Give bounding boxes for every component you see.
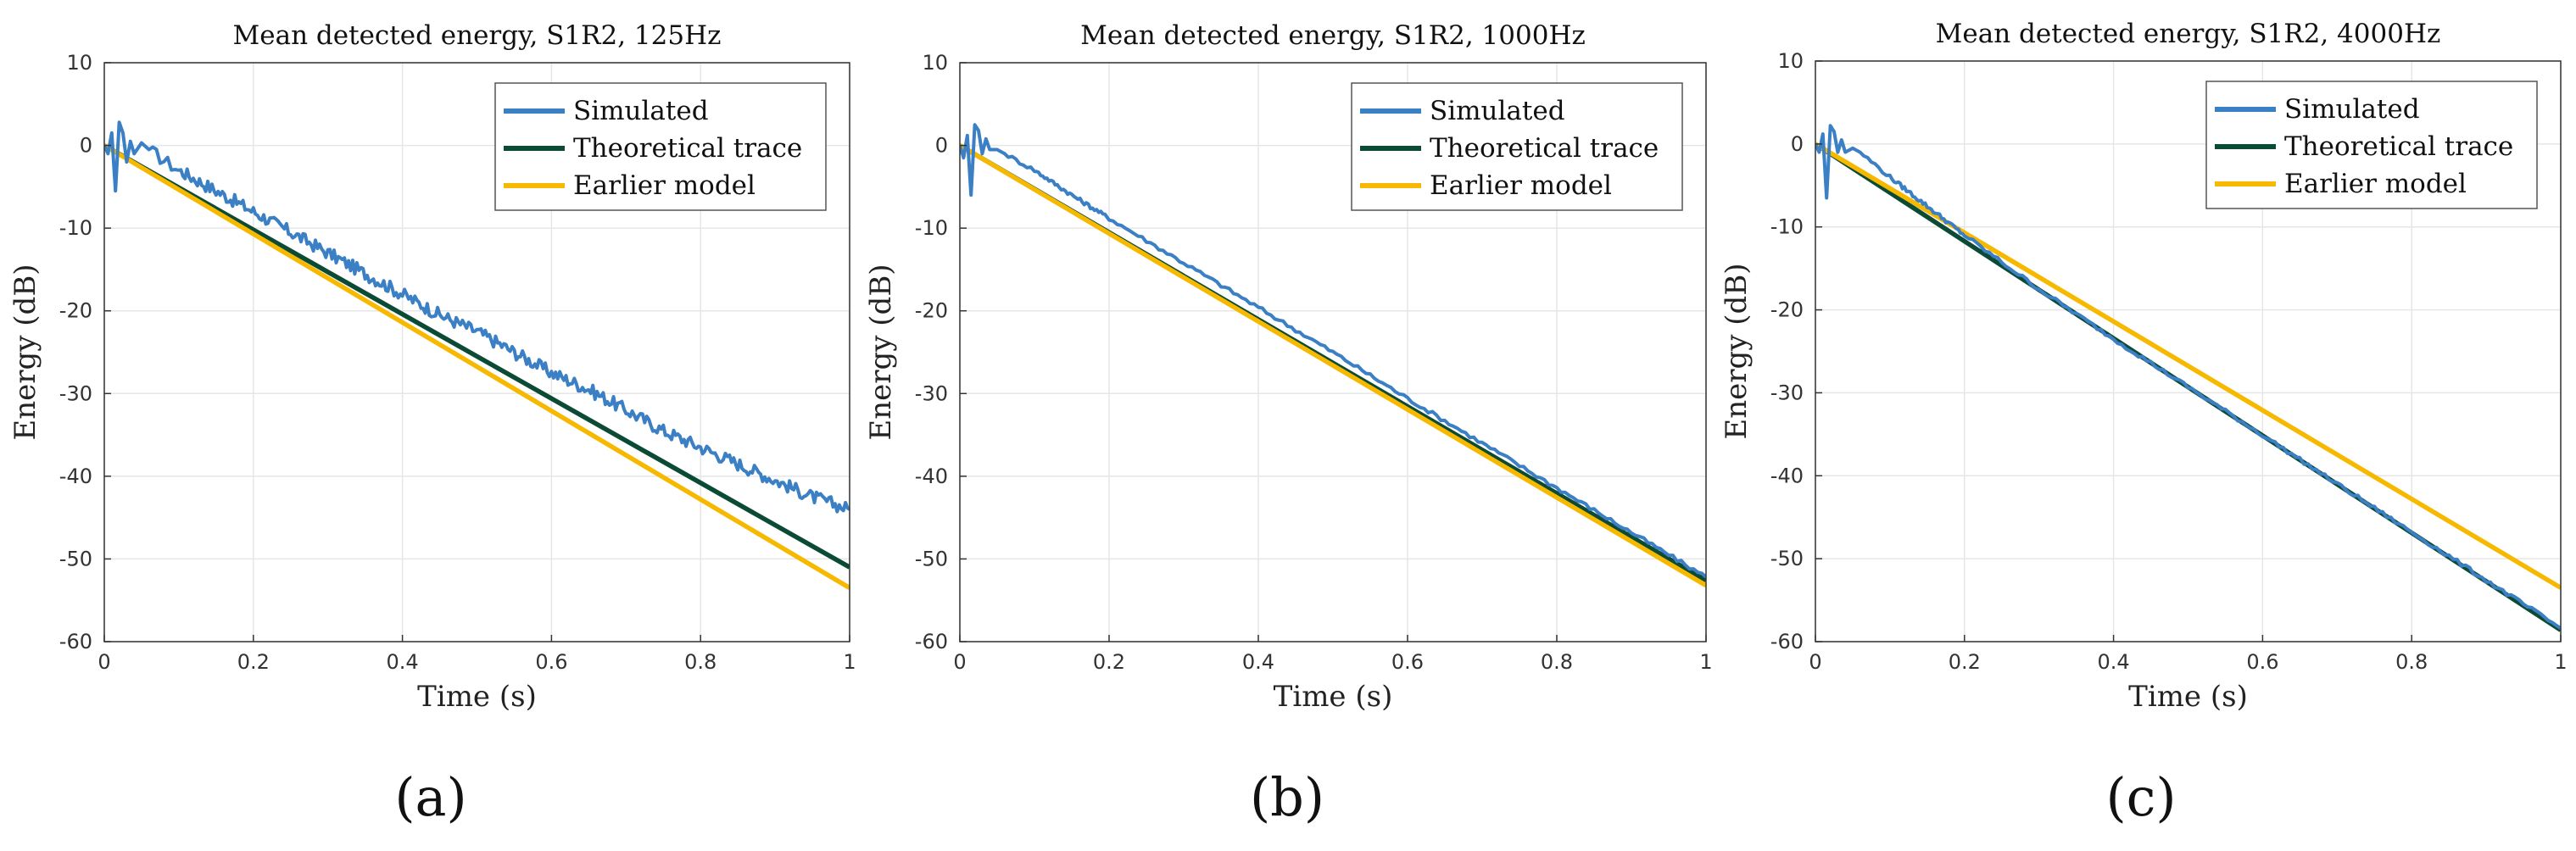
- y-axis-label: Energy (dB): [1720, 263, 1754, 439]
- panel-label-a: (a): [394, 766, 466, 828]
- y-tick-label: 10: [922, 51, 948, 75]
- y-tick-label: 10: [66, 51, 92, 75]
- y-tick-label: -20: [1770, 298, 1804, 322]
- x-tick-label: 0.8: [684, 650, 716, 674]
- x-tick-label: 1: [1699, 650, 1712, 674]
- y-tick-label: 0: [80, 134, 92, 158]
- chart-title: Mean detected energy, S1R2, 1000Hz: [1080, 20, 1586, 51]
- x-tick-label: 0.4: [1242, 650, 1274, 674]
- series-earlier-model: [960, 143, 1706, 588]
- legend-label: Simulated: [1430, 96, 1565, 126]
- x-tick-label: 0: [98, 650, 110, 674]
- x-axis-label: Time (s): [1274, 680, 1393, 714]
- axes-box: [959, 62, 1707, 642]
- y-tick-label: -40: [59, 464, 92, 488]
- x-tick-label: 0.4: [387, 650, 419, 674]
- x-tick-label: 0.6: [535, 650, 567, 674]
- y-axis-label: Energy (dB): [8, 264, 42, 440]
- x-tick-label: 1: [843, 650, 856, 674]
- y-tick-label: -30: [915, 381, 948, 405]
- axes-box: [1815, 60, 2562, 642]
- y-tick-label: 0: [935, 134, 948, 158]
- panel-label-c: (c): [2105, 766, 2176, 828]
- x-tick-label: 0: [1809, 650, 1821, 674]
- x-tick-label: 1: [2554, 650, 2567, 674]
- chart-panel-3: 0 0.2 0.4 0.6 0.8 1 10 0 -10 -20 -30 -40 -50 -60 Mean …: [1720, 19, 2568, 714]
- y-tick-label: -10: [1770, 215, 1804, 239]
- x-axis-label: Time (s): [2128, 680, 2248, 714]
- chart-title: Mean detected energy, S1R2, 125Hz: [233, 20, 722, 51]
- legend-label: Simulated: [2284, 94, 2420, 125]
- legend-label: Earlier model: [2284, 169, 2467, 199]
- legend: Simulated Theoretical trace Earlier model: [2205, 81, 2538, 209]
- x-axis-label: Time (s): [417, 680, 537, 714]
- y-tick-label: -10: [59, 216, 92, 240]
- chart-title: Mean detected energy, S1R2, 4000Hz: [1936, 19, 2441, 49]
- axes-box: [103, 62, 850, 642]
- y-tick-label: 0: [1791, 132, 1804, 156]
- y-tick-label: -60: [1770, 630, 1804, 654]
- y-tick-label: -30: [59, 381, 92, 405]
- x-tick-label: 0.2: [1949, 650, 1981, 674]
- legend-label: Theoretical trace: [2284, 131, 2513, 162]
- chart-panel-2: 0 0.2 0.4 0.6 0.8 1 10 0 -10 -20 -30 -40 -50 -60 Mean …: [864, 20, 1713, 714]
- x-tick-label: 0.6: [2246, 650, 2278, 674]
- x-tick-label: 0: [953, 650, 966, 674]
- legend-label: Earlier model: [1430, 170, 1612, 201]
- panel-label-b: (b): [1250, 766, 1324, 828]
- x-tick-label: 0.8: [2395, 650, 2428, 674]
- x-tick-label: 0.8: [1541, 650, 1573, 674]
- legend-label: Simulated: [573, 96, 709, 126]
- x-tick-label: 0.2: [1093, 650, 1125, 674]
- y-axis-label: Energy (dB): [864, 264, 898, 440]
- series-simulated: [960, 123, 1706, 579]
- chart-panel-1: 0 0.2 0.4 0.6 0.8 1 10 0 -10 -20 -30 -40 -50 -60 Mean …: [8, 20, 856, 714]
- legend-label: Theoretical trace: [573, 133, 802, 164]
- legend: Simulated Theoretical trace Earlier model: [494, 82, 827, 211]
- y-tick-label: -60: [59, 630, 92, 654]
- y-tick-label: -20: [59, 299, 92, 323]
- legend-box: [494, 82, 827, 211]
- series-earlier-model: [104, 143, 850, 590]
- x-tick-label: 0.4: [2098, 650, 2130, 674]
- y-tick-label: 10: [1777, 49, 1804, 73]
- y-tick-label: -30: [1770, 381, 1804, 404]
- series-theoretical-trace: [104, 143, 850, 570]
- legend-label: Earlier model: [573, 170, 756, 201]
- legend-label: Theoretical trace: [1430, 133, 1659, 164]
- series-simulated: [1815, 124, 2561, 630]
- x-tick-label: 0.2: [237, 650, 270, 674]
- y-tick-label: -40: [915, 464, 948, 488]
- y-tick-label: -50: [1770, 547, 1804, 570]
- y-tick-label: -40: [1770, 464, 1804, 487]
- y-tick-label: -50: [59, 547, 92, 570]
- x-tick-label: 0.6: [1391, 650, 1424, 674]
- series-simulated: [104, 120, 850, 514]
- y-tick-label: -10: [915, 216, 948, 240]
- y-tick-label: -20: [915, 299, 948, 323]
- y-tick-label: -50: [915, 547, 948, 570]
- y-tick-label: -60: [915, 630, 948, 654]
- legend: Simulated Theoretical trace Earlier model: [1351, 82, 1683, 211]
